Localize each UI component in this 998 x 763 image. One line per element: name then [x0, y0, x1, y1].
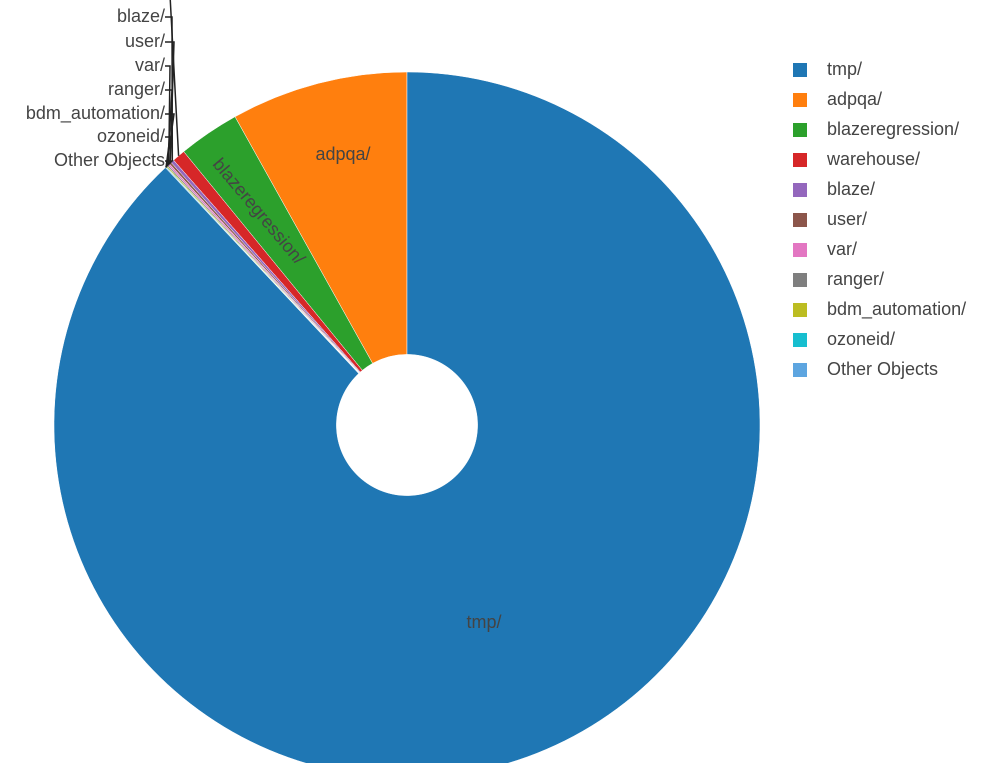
leader-line — [165, 136, 171, 168]
legend-swatch — [793, 153, 807, 167]
outside-label: user/ — [125, 31, 165, 51]
outside-label: ozoneid/ — [97, 126, 165, 146]
legend-label: ozoneid/ — [827, 329, 895, 349]
legend-swatch — [793, 243, 807, 257]
legend-label: bdm_automation/ — [827, 299, 966, 320]
legend-swatch — [793, 123, 807, 137]
outside-label: bdm_automation/ — [26, 103, 165, 124]
legend-label: warehouse/ — [826, 149, 920, 169]
pie-slice — [53, 71, 761, 763]
legend-swatch — [793, 303, 807, 317]
outside-label: ranger/ — [108, 79, 165, 99]
outside-label: warehouse/ — [71, 0, 165, 4]
legend-label: blaze/ — [827, 179, 875, 199]
legend-label: user/ — [827, 209, 867, 229]
pie-slice — [234, 71, 408, 364]
legend-label: Other Objects — [827, 359, 938, 379]
legend-swatch — [793, 213, 807, 227]
legend-label: blazeregression/ — [827, 119, 959, 139]
legend-label: tmp/ — [827, 59, 862, 79]
outside-label: var/ — [135, 55, 165, 75]
legend-swatch — [793, 363, 807, 377]
legend-label: adpqa/ — [827, 89, 882, 109]
legend-swatch — [793, 333, 807, 347]
legend-swatch — [793, 183, 807, 197]
legend-label: ranger/ — [827, 269, 884, 289]
outside-label: blaze/ — [117, 6, 165, 26]
leader-line — [165, 160, 174, 168]
legend-swatch — [793, 93, 807, 107]
slice-label: tmp/ — [466, 612, 501, 632]
legend-swatch — [793, 273, 807, 287]
legend-label: var/ — [827, 239, 857, 259]
leader-line — [169, 0, 180, 156]
legend-swatch — [793, 63, 807, 77]
slice-label: adpqa/ — [315, 144, 370, 164]
outside-label: Other Objects — [54, 150, 165, 170]
leader-line — [165, 41, 175, 164]
